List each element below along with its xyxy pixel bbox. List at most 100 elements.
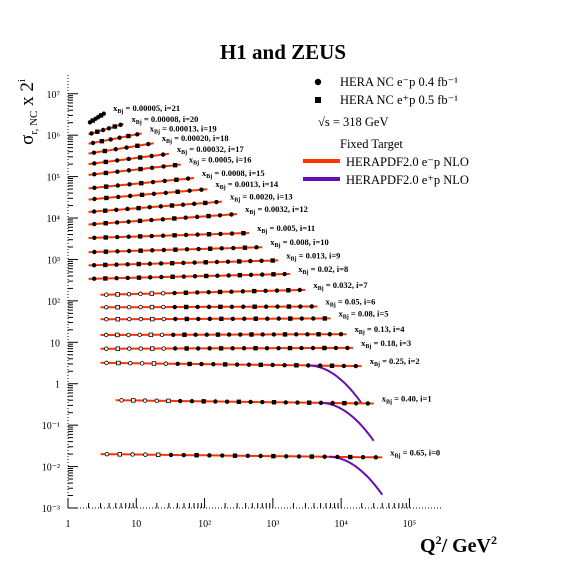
data-point [307,400,312,405]
data-point [196,246,201,252]
data-point [218,346,224,351]
data-point [299,316,305,321]
data-point [214,199,219,205]
data-point [126,219,131,224]
data-point [118,122,123,128]
data-point [160,233,166,238]
data-point [150,248,155,253]
data-point [252,288,257,294]
y-label-sub: r, NC [28,111,40,135]
data-point [240,289,246,294]
bin-label-i20: xBj = 0.00008, i=20 [132,114,199,126]
x-tick-label: 10 [131,519,141,530]
data-point [138,166,143,172]
data-point [199,361,204,367]
data-point [248,272,254,278]
data-point [330,400,335,406]
x-axis-label: Q2/ GeV2 [420,533,497,557]
data-point [294,363,299,368]
data-point [241,230,246,236]
data-point [126,234,131,239]
data-point [224,399,230,404]
data-point [254,245,259,250]
data-point [305,332,310,337]
data-point [169,203,175,208]
data-point [173,247,178,252]
data-point [103,332,109,338]
data-point [104,195,109,201]
data-point [149,217,154,223]
chart-title: H1 and ZEUS [220,40,346,64]
data-point [139,180,144,186]
data-point [103,184,109,189]
curve-ep-i2 [308,364,363,404]
bin-label-i0: xBj = 0.65, i=0 [390,447,440,459]
data-point [193,332,198,337]
y-tick-label: 10⁶ [47,131,61,142]
legend: HERA NC e⁻p 0.4 fb⁻¹ HERA NC e⁺p 0.5 fb⁻… [303,75,469,187]
data-point [138,248,143,253]
legend-marker-ep [315,97,321,103]
curve-ep-i1 [320,401,375,442]
data-point [147,261,153,266]
data-point [195,232,200,237]
data-point [282,271,287,277]
data-point [115,183,121,188]
data-point [298,304,303,309]
data-point [131,398,136,403]
data-point [333,345,339,351]
data-point [126,156,131,162]
data-point [89,131,94,136]
data-point [184,247,190,252]
curve-em-i1 [115,399,374,405]
data-point [184,316,190,322]
data-point [230,316,236,321]
data-point [91,276,97,281]
data-point [160,291,166,296]
bin-label-i21: xBj = 0.00005, i=21 [113,103,180,115]
data-point [194,214,200,220]
data-point [183,290,189,295]
data-point [207,346,212,351]
data-point [115,169,120,174]
data-point [95,129,100,134]
data-point [127,182,132,187]
curve-em-i19 [88,132,142,145]
data-point [92,185,97,191]
data-point [175,361,180,366]
data-point [172,216,177,221]
data-point [115,249,120,254]
data-point [204,332,209,337]
bin-label-i2: xBj = 0.25, i=2 [370,356,420,368]
bin-label-i17: xBj = 0.00032, i=17 [177,144,245,156]
data-point [260,272,265,277]
y-label-sigma: σ [17,135,38,145]
data-point [147,275,153,280]
data-point [103,262,108,268]
curve-em-i11 [88,232,250,239]
data-point [322,316,328,321]
data-point [174,177,179,182]
data-point [360,454,366,460]
data-point [137,332,142,338]
data-point [295,400,300,405]
data-point [226,273,231,278]
data-point [249,332,254,337]
data-point [282,332,288,337]
data-point [341,363,347,369]
data-point [207,316,213,322]
data-point [294,332,299,337]
data-point [115,316,121,322]
data-point [104,451,110,457]
data-point [155,452,161,457]
bin-label-i10: xBj = 0.008, i=10 [270,237,328,249]
data-point [238,332,243,337]
bin-label-i16: xBj = 0.0005, i=16 [189,155,252,167]
data-point [219,316,224,322]
data-point [158,204,164,209]
data-point [353,401,359,406]
data-point [196,316,201,322]
data-point [182,332,187,337]
legend-swatch-fit-em [303,159,340,163]
